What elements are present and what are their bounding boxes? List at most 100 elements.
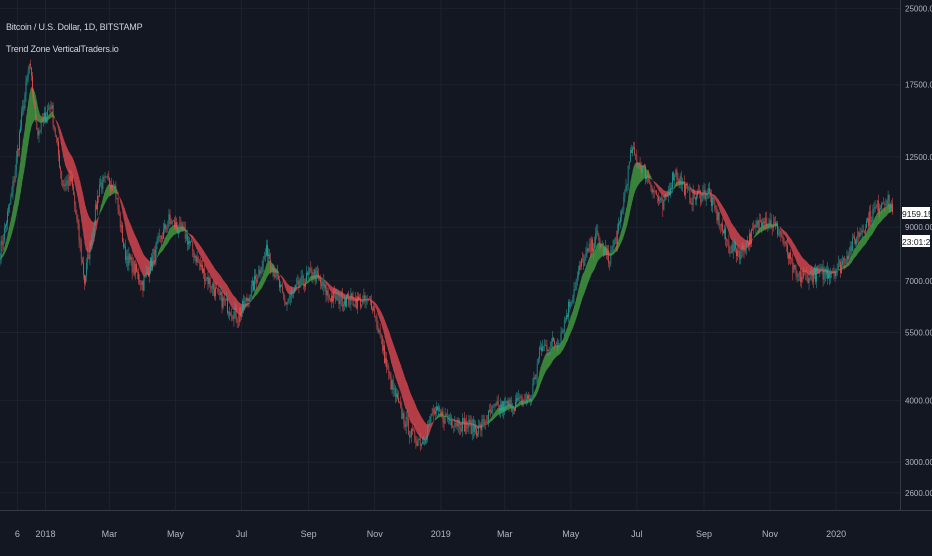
candle <box>576 279 577 291</box>
candle <box>865 224 866 238</box>
price-chart[interactable] <box>0 0 900 510</box>
time-tick-label: Sep <box>696 529 712 539</box>
candle <box>75 201 76 215</box>
candle <box>417 436 418 447</box>
candle <box>196 255 197 266</box>
candle <box>323 274 324 295</box>
candle <box>299 277 300 294</box>
candle <box>33 89 34 105</box>
candle <box>615 237 616 245</box>
candle <box>364 289 365 304</box>
candle <box>787 238 788 259</box>
candle <box>633 142 634 150</box>
candle <box>122 222 123 242</box>
candle <box>281 284 282 286</box>
candle <box>654 185 655 198</box>
candle <box>757 218 758 228</box>
candle <box>683 181 684 183</box>
candle <box>25 92 26 111</box>
candle <box>769 218 770 230</box>
candle <box>529 394 530 401</box>
symbol-legend[interactable]: Bitcoin / U.S. Dollar, 1D, BITSTAMP <box>6 22 142 32</box>
candle <box>621 209 622 222</box>
candle <box>291 286 292 303</box>
price-tick-label: 2600.00 <box>905 489 932 498</box>
candle <box>435 407 436 420</box>
candle <box>42 113 43 122</box>
candle <box>457 418 458 430</box>
candle <box>861 228 862 236</box>
candle <box>866 218 867 228</box>
candle <box>271 267 272 273</box>
indicator-legend[interactable]: Trend Zone VerticalTraders.io <box>6 44 119 54</box>
candle <box>437 406 438 411</box>
candle <box>258 265 259 278</box>
candle <box>656 190 657 195</box>
candle <box>830 268 831 284</box>
candle <box>330 298 331 302</box>
candle <box>1 236 2 264</box>
candle <box>544 339 545 351</box>
candle <box>811 267 812 281</box>
candle <box>390 371 391 379</box>
candle <box>753 220 754 234</box>
candle <box>261 267 262 280</box>
candle <box>222 292 223 314</box>
candle <box>398 391 399 403</box>
candle <box>434 407 435 415</box>
candle <box>230 312 231 316</box>
candle <box>882 202 883 205</box>
candle <box>235 301 236 318</box>
candle <box>733 242 734 259</box>
candle <box>628 166 629 191</box>
candle <box>804 270 805 276</box>
candle <box>863 225 864 233</box>
price-axis[interactable]: 25000.0017500.0012500.009000.007000.0055… <box>900 0 932 510</box>
candle <box>45 106 46 123</box>
candle <box>548 350 549 357</box>
candle <box>418 438 419 446</box>
candle <box>498 394 499 408</box>
candle <box>127 249 128 270</box>
candle <box>4 223 5 244</box>
candle <box>169 209 170 228</box>
candle <box>653 188 654 198</box>
candle <box>445 408 446 424</box>
candle <box>292 290 293 298</box>
candle <box>69 170 70 186</box>
candle <box>473 416 474 439</box>
candle <box>325 280 326 292</box>
candle <box>530 395 531 406</box>
candle <box>783 231 784 246</box>
candle <box>660 197 661 203</box>
candle <box>760 214 761 223</box>
candle <box>449 414 450 424</box>
candle <box>505 397 506 411</box>
candle <box>870 204 871 226</box>
candle <box>696 195 697 206</box>
candle <box>500 398 501 418</box>
candle <box>165 223 166 232</box>
candle <box>655 190 656 194</box>
candle <box>106 176 107 178</box>
candle <box>248 298 249 308</box>
candle <box>606 245 607 259</box>
candle <box>210 276 211 293</box>
chart-plot-area[interactable]: Bitcoin / U.S. Dollar, 1D, BITSTAMP Tren… <box>0 0 900 510</box>
candle <box>761 219 762 233</box>
candle <box>353 291 354 306</box>
candle <box>465 418 466 435</box>
candle <box>718 210 719 225</box>
candle <box>698 184 699 194</box>
candle <box>602 240 603 245</box>
candle <box>827 262 828 284</box>
candle <box>651 182 652 191</box>
candle <box>824 266 825 284</box>
candle <box>14 176 15 187</box>
candle <box>468 421 469 432</box>
candle <box>194 249 195 263</box>
candle <box>537 359 538 382</box>
candle <box>531 395 532 405</box>
candle <box>553 337 554 342</box>
